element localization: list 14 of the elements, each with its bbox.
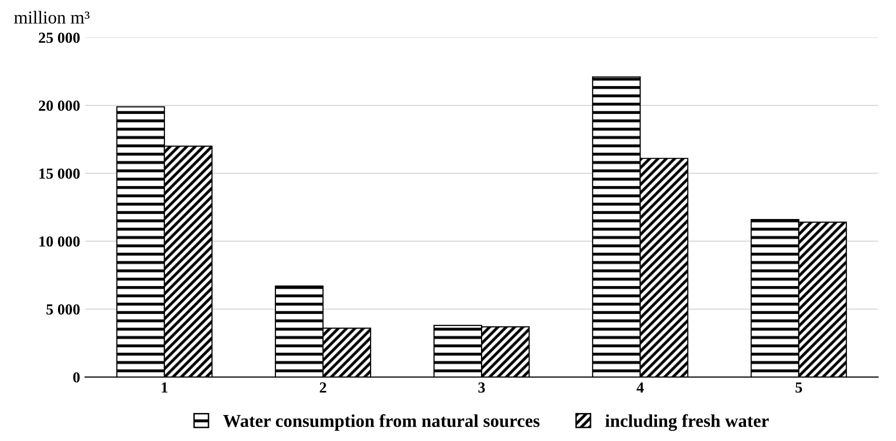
x-tick-label: 1 — [162, 382, 168, 393]
y-tick-label: 10 000 — [39, 236, 80, 247]
y-tick-label: 25 000 — [38, 32, 80, 43]
x-tick-label: 4 — [636, 382, 644, 393]
y-axis-title: million m³ — [14, 10, 90, 24]
x-tick-label: 5 — [796, 382, 802, 393]
y-tick-label: 0 — [73, 372, 80, 383]
x-tick-label: 3 — [478, 382, 485, 393]
y-tick-label: 20 000 — [38, 100, 80, 111]
x-tick-label: 2 — [320, 382, 326, 393]
y-tick-label: 15 000 — [39, 168, 80, 179]
y-tick-label: 5 000 — [46, 304, 80, 315]
legend-label: Water consumption from natural sources — [223, 414, 540, 431]
legend-label: including fresh water — [605, 414, 769, 431]
